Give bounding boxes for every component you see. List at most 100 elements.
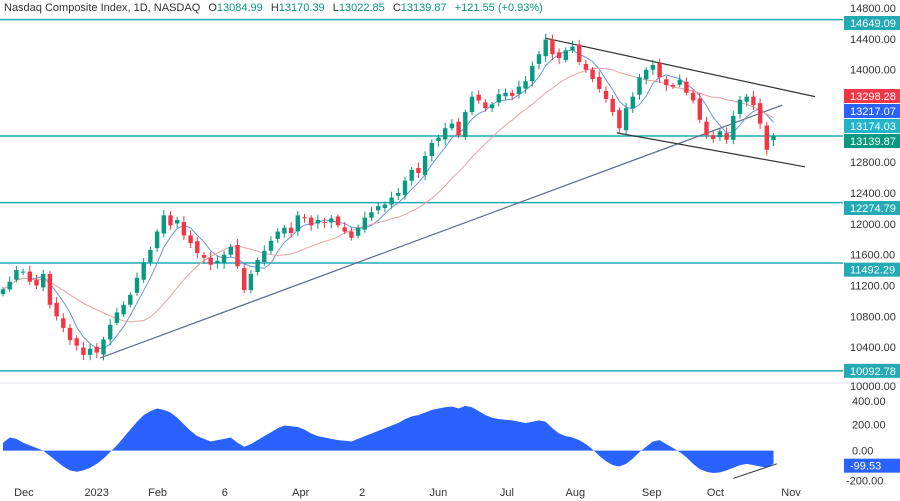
candle bbox=[302, 213, 307, 223]
candle-body bbox=[148, 250, 153, 263]
candle-body bbox=[376, 206, 381, 211]
candle bbox=[208, 251, 213, 271]
candle-body bbox=[416, 167, 421, 173]
candle-body bbox=[717, 131, 723, 138]
candle-body bbox=[449, 123, 455, 129]
price-tag-label: 13139.87 bbox=[850, 136, 896, 148]
low-value: 13022.85 bbox=[338, 2, 385, 14]
candle bbox=[771, 133, 776, 146]
candle bbox=[764, 121, 769, 156]
candle bbox=[141, 257, 146, 284]
candle bbox=[7, 276, 12, 292]
candle bbox=[744, 93, 749, 107]
candle-body bbox=[657, 63, 662, 78]
candle bbox=[0, 287, 6, 297]
candle bbox=[168, 211, 173, 230]
price-tick-label: 11600.00 bbox=[850, 250, 895, 262]
candle-body bbox=[409, 169, 414, 181]
candle-body bbox=[577, 44, 582, 62]
time-tick-label: Jun bbox=[430, 487, 448, 499]
candle-body bbox=[355, 227, 361, 236]
candle bbox=[617, 107, 622, 133]
candle bbox=[644, 67, 649, 85]
candle-body bbox=[570, 46, 575, 51]
candle-body bbox=[362, 217, 367, 230]
time-tick-label: Jul bbox=[500, 487, 514, 499]
chart-header: Nasdaq Composite Index, 1D, NASDAQ O1308… bbox=[4, 2, 548, 14]
channel-lower-trendline[interactable] bbox=[616, 132, 806, 168]
candle bbox=[523, 76, 528, 94]
candle-body bbox=[530, 65, 535, 82]
candle-body bbox=[516, 86, 522, 94]
oscillator-trendline[interactable] bbox=[733, 463, 778, 479]
candle-body bbox=[463, 112, 468, 138]
price-tag-label: 13217.07 bbox=[850, 106, 896, 118]
candle bbox=[275, 227, 280, 243]
candle bbox=[422, 151, 428, 181]
candle bbox=[20, 268, 26, 276]
candle-body bbox=[195, 241, 200, 254]
candle bbox=[94, 343, 99, 359]
candle-body bbox=[315, 219, 321, 224]
candle bbox=[121, 301, 126, 318]
candle bbox=[262, 245, 267, 266]
ohlc-high: H13170.39 bbox=[271, 2, 325, 14]
candle bbox=[81, 341, 86, 360]
time-tick-label: Feb bbox=[148, 487, 167, 499]
candle bbox=[101, 336, 106, 361]
candle bbox=[603, 86, 609, 103]
ohlc-close: C13139.87 bbox=[393, 2, 447, 14]
candle-body bbox=[704, 121, 709, 136]
candle-body bbox=[489, 104, 495, 109]
rising-support-trendline[interactable] bbox=[99, 104, 783, 359]
price-tag-label: -99.53 bbox=[850, 461, 881, 473]
candle bbox=[389, 191, 394, 209]
candle bbox=[597, 71, 602, 93]
candle-body bbox=[623, 108, 629, 131]
candle-body bbox=[302, 217, 307, 219]
candle-body bbox=[242, 268, 247, 291]
candle-body bbox=[771, 135, 776, 141]
candle bbox=[449, 119, 455, 131]
candle-body bbox=[697, 98, 702, 120]
candle bbox=[329, 215, 334, 229]
channel-upper-trendline[interactable] bbox=[544, 37, 816, 98]
ohlc-open: O13084.99 bbox=[208, 2, 262, 14]
candle bbox=[724, 127, 729, 144]
candle-body bbox=[543, 39, 548, 57]
candle bbox=[242, 263, 247, 294]
price-tick-label: 10000.00 bbox=[850, 381, 896, 393]
oscillator-tick-label: -200.00 bbox=[846, 476, 883, 488]
close-value: 13139.87 bbox=[400, 2, 447, 14]
candle bbox=[161, 210, 166, 238]
price-tag bbox=[844, 89, 900, 103]
change-value: +121.55 (+0.93%) bbox=[454, 2, 543, 14]
candle bbox=[717, 128, 723, 142]
candle bbox=[650, 59, 656, 76]
candle-body bbox=[255, 260, 260, 273]
time-axis[interactable]: Dec 2023 Feb 6 Apr 2 Jun Jul Aug Sep Oct Nov bbox=[14, 487, 801, 499]
candle-body bbox=[121, 304, 126, 315]
candle-body bbox=[476, 94, 481, 101]
candle-body bbox=[556, 52, 562, 59]
ohlc-low: L13022.85 bbox=[333, 2, 385, 14]
candle bbox=[114, 307, 120, 326]
moving-averages bbox=[2, 49, 774, 349]
candle bbox=[563, 47, 568, 63]
candle-body bbox=[583, 63, 589, 70]
oscillator-area bbox=[3, 405, 774, 474]
candle bbox=[443, 122, 448, 146]
fast-moving-average-line bbox=[2, 49, 774, 349]
slow-moving-average-line bbox=[2, 67, 774, 323]
candle bbox=[34, 274, 39, 289]
candle-body bbox=[101, 339, 106, 355]
candle bbox=[463, 109, 468, 140]
candle-body bbox=[369, 212, 374, 218]
candle bbox=[550, 34, 555, 61]
candle-body bbox=[731, 115, 736, 140]
price-axis[interactable]: 14800.00 14649.09 14400.00 14000.00 13298.28… bbox=[844, 3, 900, 488]
candles bbox=[0, 33, 776, 361]
high-value: 13170.39 bbox=[278, 2, 325, 14]
price-tag bbox=[844, 134, 900, 148]
